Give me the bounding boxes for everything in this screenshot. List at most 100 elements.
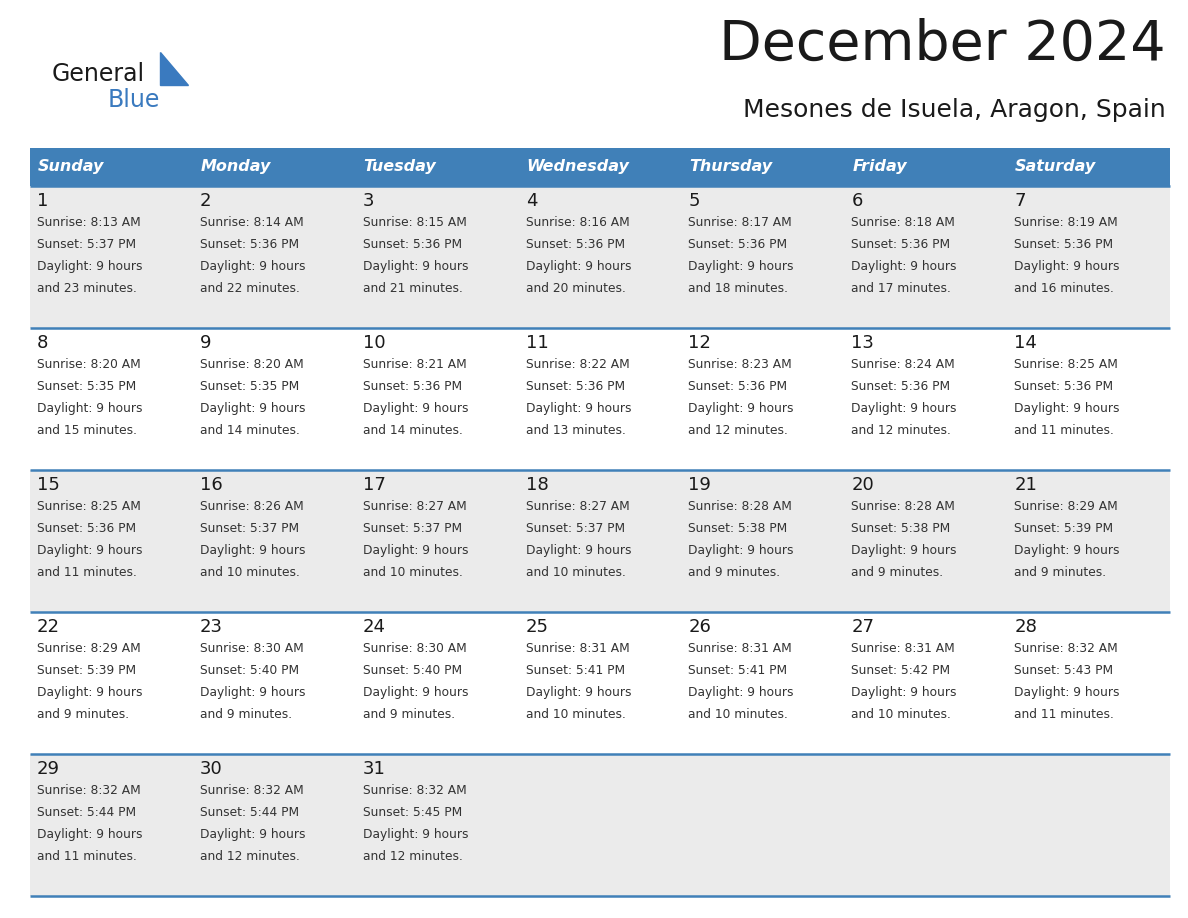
Text: and 12 minutes.: and 12 minutes. [200,850,299,863]
Text: Sunrise: 8:28 AM: Sunrise: 8:28 AM [852,500,955,513]
Text: Sunset: 5:36 PM: Sunset: 5:36 PM [525,238,625,251]
Text: and 11 minutes.: and 11 minutes. [37,850,137,863]
Text: Sunset: 5:37 PM: Sunset: 5:37 PM [200,522,299,535]
Text: 16: 16 [200,476,222,494]
Text: 4: 4 [525,192,537,210]
Text: Sunset: 5:36 PM: Sunset: 5:36 PM [1015,380,1113,393]
Text: 1: 1 [37,192,49,210]
Text: Sunset: 5:38 PM: Sunset: 5:38 PM [688,522,788,535]
Text: and 15 minutes.: and 15 minutes. [37,424,137,437]
Text: 18: 18 [525,476,549,494]
Text: Sunrise: 8:18 AM: Sunrise: 8:18 AM [852,216,955,229]
Text: and 10 minutes.: and 10 minutes. [525,566,625,579]
Text: Sunrise: 8:16 AM: Sunrise: 8:16 AM [525,216,630,229]
Text: Daylight: 9 hours: Daylight: 9 hours [852,260,956,273]
Text: and 12 minutes.: and 12 minutes. [362,850,462,863]
Text: Sunset: 5:36 PM: Sunset: 5:36 PM [688,238,788,251]
Text: Sunrise: 8:32 AM: Sunrise: 8:32 AM [362,784,467,797]
Text: and 9 minutes.: and 9 minutes. [1015,566,1106,579]
Text: Daylight: 9 hours: Daylight: 9 hours [852,544,956,557]
Text: 20: 20 [852,476,874,494]
Text: Daylight: 9 hours: Daylight: 9 hours [688,544,794,557]
Text: Sunset: 5:36 PM: Sunset: 5:36 PM [362,238,462,251]
Text: Sunrise: 8:31 AM: Sunrise: 8:31 AM [525,642,630,655]
Text: Sunset: 5:40 PM: Sunset: 5:40 PM [200,664,299,677]
Text: Sunrise: 8:19 AM: Sunrise: 8:19 AM [1015,216,1118,229]
Text: Sunset: 5:45 PM: Sunset: 5:45 PM [362,806,462,819]
Text: Sunset: 5:37 PM: Sunset: 5:37 PM [37,238,137,251]
Text: Daylight: 9 hours: Daylight: 9 hours [362,828,468,841]
Text: Daylight: 9 hours: Daylight: 9 hours [1015,402,1119,415]
Text: Sunset: 5:36 PM: Sunset: 5:36 PM [37,522,137,535]
Text: Saturday: Saturday [1015,160,1097,174]
Text: Sunset: 5:39 PM: Sunset: 5:39 PM [1015,522,1113,535]
Text: Sunset: 5:41 PM: Sunset: 5:41 PM [525,664,625,677]
Text: Sunset: 5:36 PM: Sunset: 5:36 PM [852,380,950,393]
Text: Daylight: 9 hours: Daylight: 9 hours [852,402,956,415]
Text: and 12 minutes.: and 12 minutes. [688,424,789,437]
Text: Friday: Friday [852,160,906,174]
Text: 30: 30 [200,760,222,778]
Bar [30,754,1170,896]
Text: Daylight: 9 hours: Daylight: 9 hours [37,828,143,841]
Text: December 2024: December 2024 [720,18,1165,72]
Text: Sunset: 5:36 PM: Sunset: 5:36 PM [362,380,462,393]
Text: and 10 minutes.: and 10 minutes. [688,708,789,721]
Text: General: General [52,62,145,86]
Text: 27: 27 [852,618,874,636]
Text: 3: 3 [362,192,374,210]
Text: Sunset: 5:44 PM: Sunset: 5:44 PM [37,806,137,819]
Text: Daylight: 9 hours: Daylight: 9 hours [200,544,305,557]
Bar [30,186,1170,328]
Text: and 14 minutes.: and 14 minutes. [362,424,462,437]
Text: 23: 23 [200,618,223,636]
Text: and 9 minutes.: and 9 minutes. [200,708,292,721]
Text: Mesones de Isuela, Aragon, Spain: Mesones de Isuela, Aragon, Spain [744,98,1165,122]
Bar [30,148,192,186]
Text: Sunrise: 8:20 AM: Sunrise: 8:20 AM [200,358,304,371]
Text: and 18 minutes.: and 18 minutes. [688,282,789,295]
Text: Daylight: 9 hours: Daylight: 9 hours [37,686,143,699]
Text: 14: 14 [1015,334,1037,352]
Text: 17: 17 [362,476,386,494]
Text: Daylight: 9 hours: Daylight: 9 hours [362,260,468,273]
Text: Sunset: 5:36 PM: Sunset: 5:36 PM [525,380,625,393]
Text: and 12 minutes.: and 12 minutes. [852,424,952,437]
Text: Sunset: 5:42 PM: Sunset: 5:42 PM [852,664,950,677]
Text: Monday: Monday [201,160,271,174]
Text: 7: 7 [1015,192,1025,210]
Text: and 9 minutes.: and 9 minutes. [688,566,781,579]
Text: Sunrise: 8:26 AM: Sunrise: 8:26 AM [200,500,304,513]
Text: Sunrise: 8:17 AM: Sunrise: 8:17 AM [688,216,792,229]
Bar [519,148,682,186]
Text: and 23 minutes.: and 23 minutes. [37,282,137,295]
Text: 11: 11 [525,334,549,352]
Text: and 14 minutes.: and 14 minutes. [200,424,299,437]
Bar [30,612,1170,754]
Text: 21: 21 [1015,476,1037,494]
Text: 10: 10 [362,334,385,352]
Text: Daylight: 9 hours: Daylight: 9 hours [525,544,631,557]
Text: and 10 minutes.: and 10 minutes. [852,708,952,721]
Text: and 9 minutes.: and 9 minutes. [362,708,455,721]
Text: Daylight: 9 hours: Daylight: 9 hours [688,402,794,415]
Bar [1007,148,1170,186]
Text: Daylight: 9 hours: Daylight: 9 hours [200,686,305,699]
Text: Daylight: 9 hours: Daylight: 9 hours [525,260,631,273]
Text: and 10 minutes.: and 10 minutes. [525,708,625,721]
Text: Sunset: 5:36 PM: Sunset: 5:36 PM [1015,238,1113,251]
Text: Sunrise: 8:29 AM: Sunrise: 8:29 AM [1015,500,1118,513]
Text: Sunset: 5:43 PM: Sunset: 5:43 PM [1015,664,1113,677]
Text: Thursday: Thursday [689,160,772,174]
Bar [192,148,355,186]
Text: Sunrise: 8:20 AM: Sunrise: 8:20 AM [37,358,140,371]
Text: and 9 minutes.: and 9 minutes. [852,566,943,579]
Text: Sunset: 5:38 PM: Sunset: 5:38 PM [852,522,950,535]
Text: Sunrise: 8:27 AM: Sunrise: 8:27 AM [525,500,630,513]
Text: Sunrise: 8:13 AM: Sunrise: 8:13 AM [37,216,140,229]
Text: and 11 minutes.: and 11 minutes. [37,566,137,579]
Text: and 17 minutes.: and 17 minutes. [852,282,952,295]
Text: Sunrise: 8:24 AM: Sunrise: 8:24 AM [852,358,955,371]
Text: Daylight: 9 hours: Daylight: 9 hours [362,402,468,415]
Text: Daylight: 9 hours: Daylight: 9 hours [688,686,794,699]
